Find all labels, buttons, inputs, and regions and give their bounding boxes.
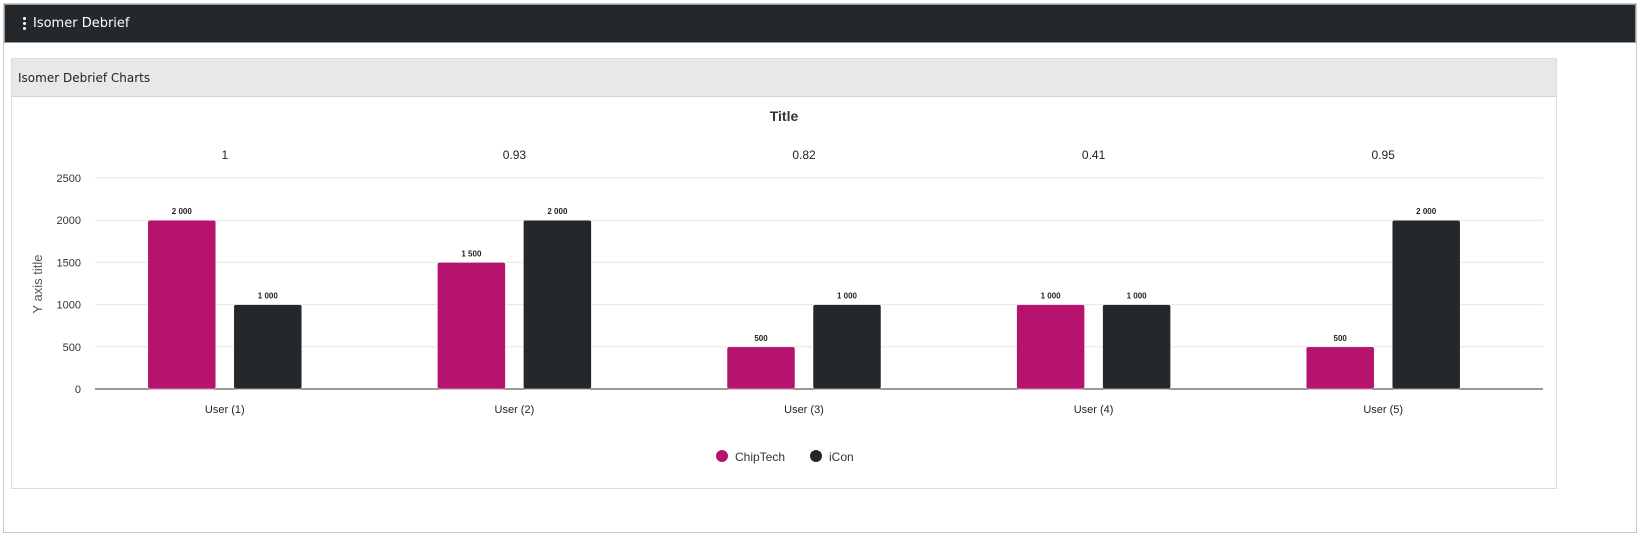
y-tick-label: 1000 <box>57 300 81 312</box>
panel-header: Isomer Debrief Charts <box>12 59 1556 97</box>
legend-marker-chiptech[interactable] <box>716 450 728 462</box>
y-tick-label: 1500 <box>57 257 81 269</box>
bar-chiptech[interactable] <box>437 262 506 390</box>
x-tick-label: User (1) <box>205 404 245 416</box>
category-score-label: 0.93 <box>503 148 527 162</box>
x-tick-label: User (2) <box>495 404 535 416</box>
bar-chiptech[interactable] <box>1016 304 1085 390</box>
bar-icon[interactable] <box>1391 219 1461 390</box>
data-label: 2 000 <box>1416 207 1437 216</box>
x-tick-label: User (5) <box>1363 404 1403 416</box>
data-label: 2 000 <box>172 207 193 216</box>
legend-marker-icon[interactable] <box>810 450 822 462</box>
x-tick-label: User (4) <box>1074 404 1114 416</box>
data-label: 1 000 <box>1127 292 1148 301</box>
data-label: 2 000 <box>547 207 568 216</box>
data-label: 1 500 <box>461 249 482 258</box>
charts-panel: Isomer Debrief Charts Title Y axis title 0… <box>11 58 1557 489</box>
bar-chiptech[interactable] <box>726 346 796 390</box>
data-label: 500 <box>1334 334 1348 343</box>
category-score-label: 0.82 <box>792 148 816 162</box>
data-label: 1 000 <box>1041 292 1062 301</box>
chart-title: Title <box>770 108 799 124</box>
y-tick-label: 2000 <box>57 215 81 227</box>
data-label: 1 000 <box>837 292 858 301</box>
panel-title: Isomer Debrief Charts <box>18 70 151 85</box>
more-vertical-icon[interactable] <box>17 11 31 37</box>
app-title: Isomer Debrief <box>33 16 130 31</box>
bar-icon[interactable] <box>812 304 882 390</box>
legend-label: ChipTech <box>735 450 785 464</box>
category-score-label: 1 <box>221 148 228 162</box>
y-axis-title: Y axis title <box>30 254 45 313</box>
bar-chiptech[interactable] <box>1305 346 1375 390</box>
y-tick-label: 500 <box>63 342 81 354</box>
chart-container: Title Y axis title 0 500 1000 1500 2000 2500 1 Us… <box>12 97 1556 489</box>
x-tick-label: User (3) <box>784 404 824 416</box>
legend-label: iCon <box>829 450 854 464</box>
y-tick-label: 2500 <box>57 173 81 185</box>
bar-chiptech[interactable] <box>147 219 217 390</box>
bar-icon[interactable] <box>233 304 303 390</box>
app-bar: Isomer Debrief <box>4 4 1636 43</box>
bar-icon[interactable] <box>523 219 592 390</box>
category-score-label: 0.41 <box>1082 148 1106 162</box>
data-label: 1 000 <box>258 292 279 301</box>
bar-chart: Title Y axis title 0 500 1000 1500 2000 2500 1 Us… <box>30 108 1543 464</box>
category-score-label: 0.95 <box>1372 148 1396 162</box>
bar-icon[interactable] <box>1102 304 1171 390</box>
y-tick-label: 0 <box>75 384 81 396</box>
data-label: 500 <box>754 334 768 343</box>
